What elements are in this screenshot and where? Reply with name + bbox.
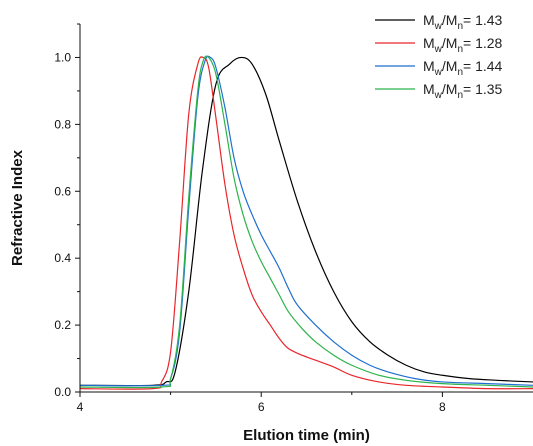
y-axis-title: Refractive Index	[9, 149, 26, 266]
series-line-4	[80, 55, 533, 389]
x-axis-title: Elution time (min)	[243, 427, 370, 444]
y-tick-label: 0.6	[54, 184, 71, 198]
y-tick-label: 0.8	[54, 117, 71, 131]
y-tick-label: 0.2	[54, 318, 71, 332]
legend-text: /M	[442, 58, 458, 74]
legend-label: Mw/Mn= 1.28	[423, 35, 503, 55]
legend-subscript: n	[457, 90, 463, 101]
y-tick-label: 0.4	[54, 251, 71, 265]
legend-item-2: Mw/Mn= 1.28	[375, 35, 503, 55]
legend-text: M	[423, 35, 435, 51]
legend-subscript: w	[434, 21, 443, 32]
legend-text: M	[423, 12, 435, 28]
x-tick-label: 8	[439, 400, 446, 414]
legend-subscript: w	[434, 90, 443, 101]
legend-subscript: n	[457, 21, 463, 32]
legend-item-1: Mw/Mn= 1.43	[375, 12, 503, 32]
legend-subscript: n	[457, 44, 463, 55]
legend-item-4: Mw/Mn= 1.35	[375, 81, 503, 101]
legend-text: = 1.44	[463, 58, 503, 74]
x-tick-label: 6	[258, 400, 265, 414]
legend-subscript: n	[457, 67, 463, 78]
legend-item-3: Mw/Mn= 1.44	[375, 58, 503, 78]
legend-label: Mw/Mn= 1.35	[423, 81, 503, 101]
legend-label: Mw/Mn= 1.43	[423, 12, 503, 32]
series-line-3	[80, 55, 533, 387]
legend-text: /M	[442, 81, 458, 97]
x-tick-label: 4	[77, 400, 84, 414]
legend-text: = 1.35	[463, 81, 503, 97]
y-tick-label: 1.0	[54, 50, 71, 64]
series-line-2	[80, 56, 533, 390]
y-tick-label: 0.0	[54, 385, 71, 399]
legend-label: Mw/Mn= 1.44	[423, 58, 503, 78]
legend-text: /M	[442, 12, 458, 28]
legend-text: M	[423, 58, 435, 74]
legend-subscript: w	[434, 44, 443, 55]
legend-text: = 1.28	[463, 35, 503, 51]
legend-subscript: w	[434, 67, 443, 78]
axes-layer: 0.0 0.2 0.4 0.6 0.8 1.0 4 6 8	[54, 23, 533, 414]
legend-text: /M	[442, 35, 458, 51]
legend-text: M	[423, 81, 435, 97]
series-line-1	[80, 56, 533, 387]
series-layer	[80, 55, 533, 390]
legend-text: = 1.43	[463, 12, 503, 28]
